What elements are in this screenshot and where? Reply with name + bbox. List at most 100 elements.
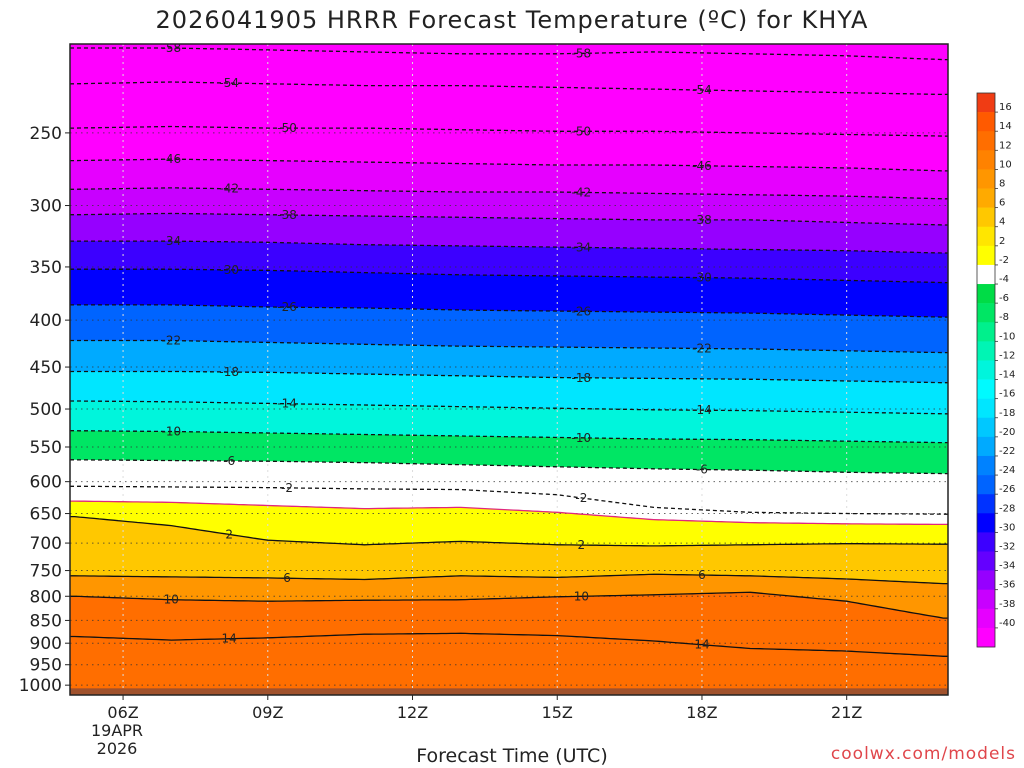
isotherm-label: -34 [572,240,592,254]
isotherm-line [70,370,948,384]
isotherm-label: 14 [694,638,709,652]
colorbar-cell [977,284,995,304]
isotherm-line [70,430,948,444]
colorbar-label: -10 [999,331,1015,342]
y-tick-label: 500 [30,400,62,420]
isotherm-label: -58 [572,46,592,60]
isotherm-label: -18 [572,371,592,385]
colorbar-label: 8 [999,179,1005,190]
y-tick-label: 700 [30,534,62,554]
x-axis: 06Z 09Z 12Z 15Z 18Z 21Z [107,695,862,722]
x-tick-label: 18Z [686,703,717,722]
isotherm-label: 2 [225,527,233,541]
isotherm-line [70,268,948,284]
isotherm-label: -38 [277,208,297,222]
isotherm-label: 2 [578,538,586,552]
colorbar-cell [977,245,995,266]
isotherm-label: -26 [277,300,297,314]
x-tick-label: 15Z [542,703,573,722]
isotherm-line [70,81,948,96]
colorbar-label: 4 [999,217,1005,228]
colorbar-label: -18 [999,408,1015,419]
isotherm-line [70,158,948,172]
isotherm-label: -46 [692,159,712,173]
colorbar-cell [977,436,995,457]
isotherm-label: 6 [698,568,706,582]
x-tick-label: 12Z [397,703,428,722]
colorbar-label: -16 [999,389,1015,400]
isotherm-line [70,632,948,657]
colorbar-cell [977,551,995,571]
colorbar-cell [977,608,995,629]
colorbar-cell [977,589,995,610]
grid-layer [70,44,948,695]
colorbar-label: 6 [999,198,1005,209]
x-tick-label: 21Z [831,703,862,722]
isotherm-line [70,339,948,354]
y-axis: 250 300 350 400 450 500 550 600 650 700 750 800 850 9… [19,124,70,696]
colorbar-cell [977,570,995,590]
colorbar-label: -30 [999,522,1015,533]
isotherm-label: -2 [281,481,293,495]
isotherm-line [70,515,948,547]
y-tick-label: 600 [30,473,62,493]
date-line-day: 19APR [90,721,144,740]
x-tick-label: 06Z [107,703,138,722]
colorbar-cell [977,455,995,476]
isotherm-label: -54 [692,83,712,97]
y-tick-label: 800 [30,587,62,607]
colorbar-label: -32 [999,541,1015,552]
colorbar-label: -2 [999,255,1009,266]
colorbar-cell [977,264,995,285]
colorbar-cell [977,150,995,170]
isotherm-label: -14 [692,403,712,417]
colorbar-cell [977,513,995,533]
colorbar-cell [977,475,995,495]
isotherm-line [70,500,948,526]
colorbar: 16 14 12 10 8 6 4 2 -2 -4 -6 -8 -10 -12 -14 -16 -18 -20 -2… [976,92,1015,648]
colorbar-label: -40 [999,618,1015,629]
isotherm-line [70,591,948,619]
isotherm-line [70,304,948,318]
isotherm-label: -10 [572,431,592,445]
colorbar-label: -26 [999,484,1015,495]
colorbar-cell [977,360,995,380]
colorbar-frame [976,92,996,648]
colorbar-cell [977,131,995,151]
ground-bar [70,688,948,695]
colorbar-label: -4 [999,274,1009,285]
date-sublabel: 19APR 2026 [91,722,143,758]
colorbar-label: -28 [999,503,1015,514]
y-tick-label: 550 [30,438,62,458]
y-tick-label: 400 [30,311,62,331]
credit-link[interactable]: coolwx.com/models [830,744,1016,764]
colorbar-cell [977,627,995,648]
colorbar-cell [977,398,995,419]
isotherm-label: -42 [572,185,592,199]
isotherm-label: -6 [223,454,235,468]
y-tick-label: 750 [30,562,62,582]
y-tick-label: 450 [30,358,62,378]
colorbar-cell [977,341,995,361]
isotherm-label: -42 [219,182,239,196]
isotherm-label: -26 [572,304,592,318]
isotherm-label: -6 [696,463,708,477]
isotherm-line [70,125,948,137]
colorbar-label: -6 [999,293,1009,304]
colorbar-cell [977,112,995,132]
isotherm-label: -30 [692,271,712,285]
y-tick-label: 950 [30,656,62,676]
colorbar-label: 12 [999,140,1012,151]
temperature-band [70,44,948,60]
colorbar-cell [977,379,995,399]
chart-title: 2026041905 HRRR Forecast Temperature (ºC… [155,6,869,34]
isotherm-line [70,573,948,585]
isotherm-label: -22 [162,334,182,348]
isotherm-label: -14 [277,397,297,411]
y-tick-label: 350 [30,258,62,278]
isotherm-label: -18 [219,365,239,379]
colorbar-label: -8 [999,312,1009,323]
isotherm-label: 14 [222,632,237,646]
colorbar-label: -14 [999,370,1015,381]
colorbar-label: -38 [999,599,1015,610]
